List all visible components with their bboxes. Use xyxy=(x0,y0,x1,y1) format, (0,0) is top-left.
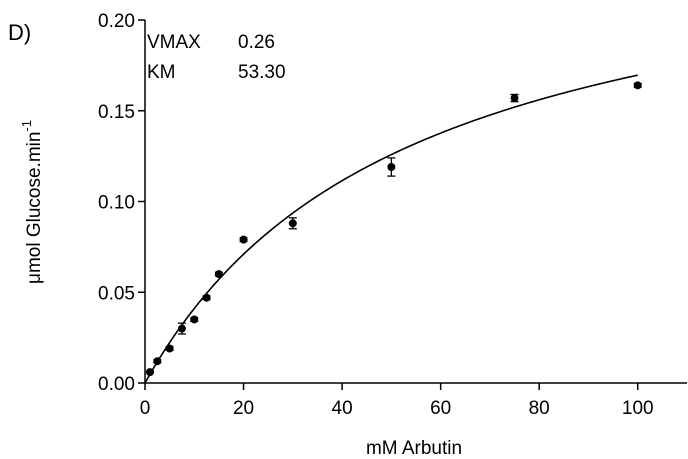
data-point xyxy=(387,163,396,172)
data-points xyxy=(145,81,642,377)
fit-curve xyxy=(144,74,638,384)
data-point xyxy=(633,81,642,90)
kinetic-parameters: VMAX 0.26 KM 53.30 xyxy=(147,32,286,83)
x-tick-label: 100 xyxy=(622,398,654,419)
y-tick-label: 0.10 xyxy=(98,193,135,214)
y-tick-label: 0.00 xyxy=(98,374,135,395)
x-axis-title: mM Arbutin xyxy=(366,438,462,459)
y-axis-title-main: μmol Glucose.min xyxy=(24,132,45,284)
x-ticks: 0 20 40 60 80 100 xyxy=(140,383,654,419)
x-tick-label: 40 xyxy=(332,398,353,419)
y-axis-title-superscript: -1 xyxy=(19,120,34,132)
x-tick-label: 60 xyxy=(430,398,451,419)
y-axis-title: μmol Glucose.min-1 xyxy=(19,120,45,284)
data-point xyxy=(165,344,174,353)
param-vmax-value: 0.26 xyxy=(238,32,275,53)
y-ticks: 0.00 0.05 0.10 0.15 0.20 xyxy=(98,11,145,395)
x-tick-label: 80 xyxy=(529,398,550,419)
data-point xyxy=(153,357,162,366)
x-tick-label: 0 xyxy=(140,398,151,419)
data-point xyxy=(202,293,211,302)
x-tick-label: 20 xyxy=(233,398,254,419)
param-km-name: KM xyxy=(147,62,176,83)
data-point xyxy=(190,315,199,324)
panel-label: D) xyxy=(8,20,31,45)
data-point xyxy=(510,94,519,103)
y-tick-label: 0.15 xyxy=(98,102,135,123)
data-point xyxy=(288,219,297,228)
data-point xyxy=(177,324,186,333)
param-km-value: 53.30 xyxy=(238,62,286,83)
y-tick-label: 0.20 xyxy=(98,11,135,32)
y-tick-label: 0.05 xyxy=(98,283,135,304)
param-vmax-name: VMAX xyxy=(147,32,201,53)
data-point xyxy=(239,235,248,244)
axes: 0 20 40 60 80 100 0.00 0.05 0.10 0.15 0.20 xyxy=(98,11,687,419)
data-point xyxy=(214,270,223,279)
data-point xyxy=(145,368,154,377)
